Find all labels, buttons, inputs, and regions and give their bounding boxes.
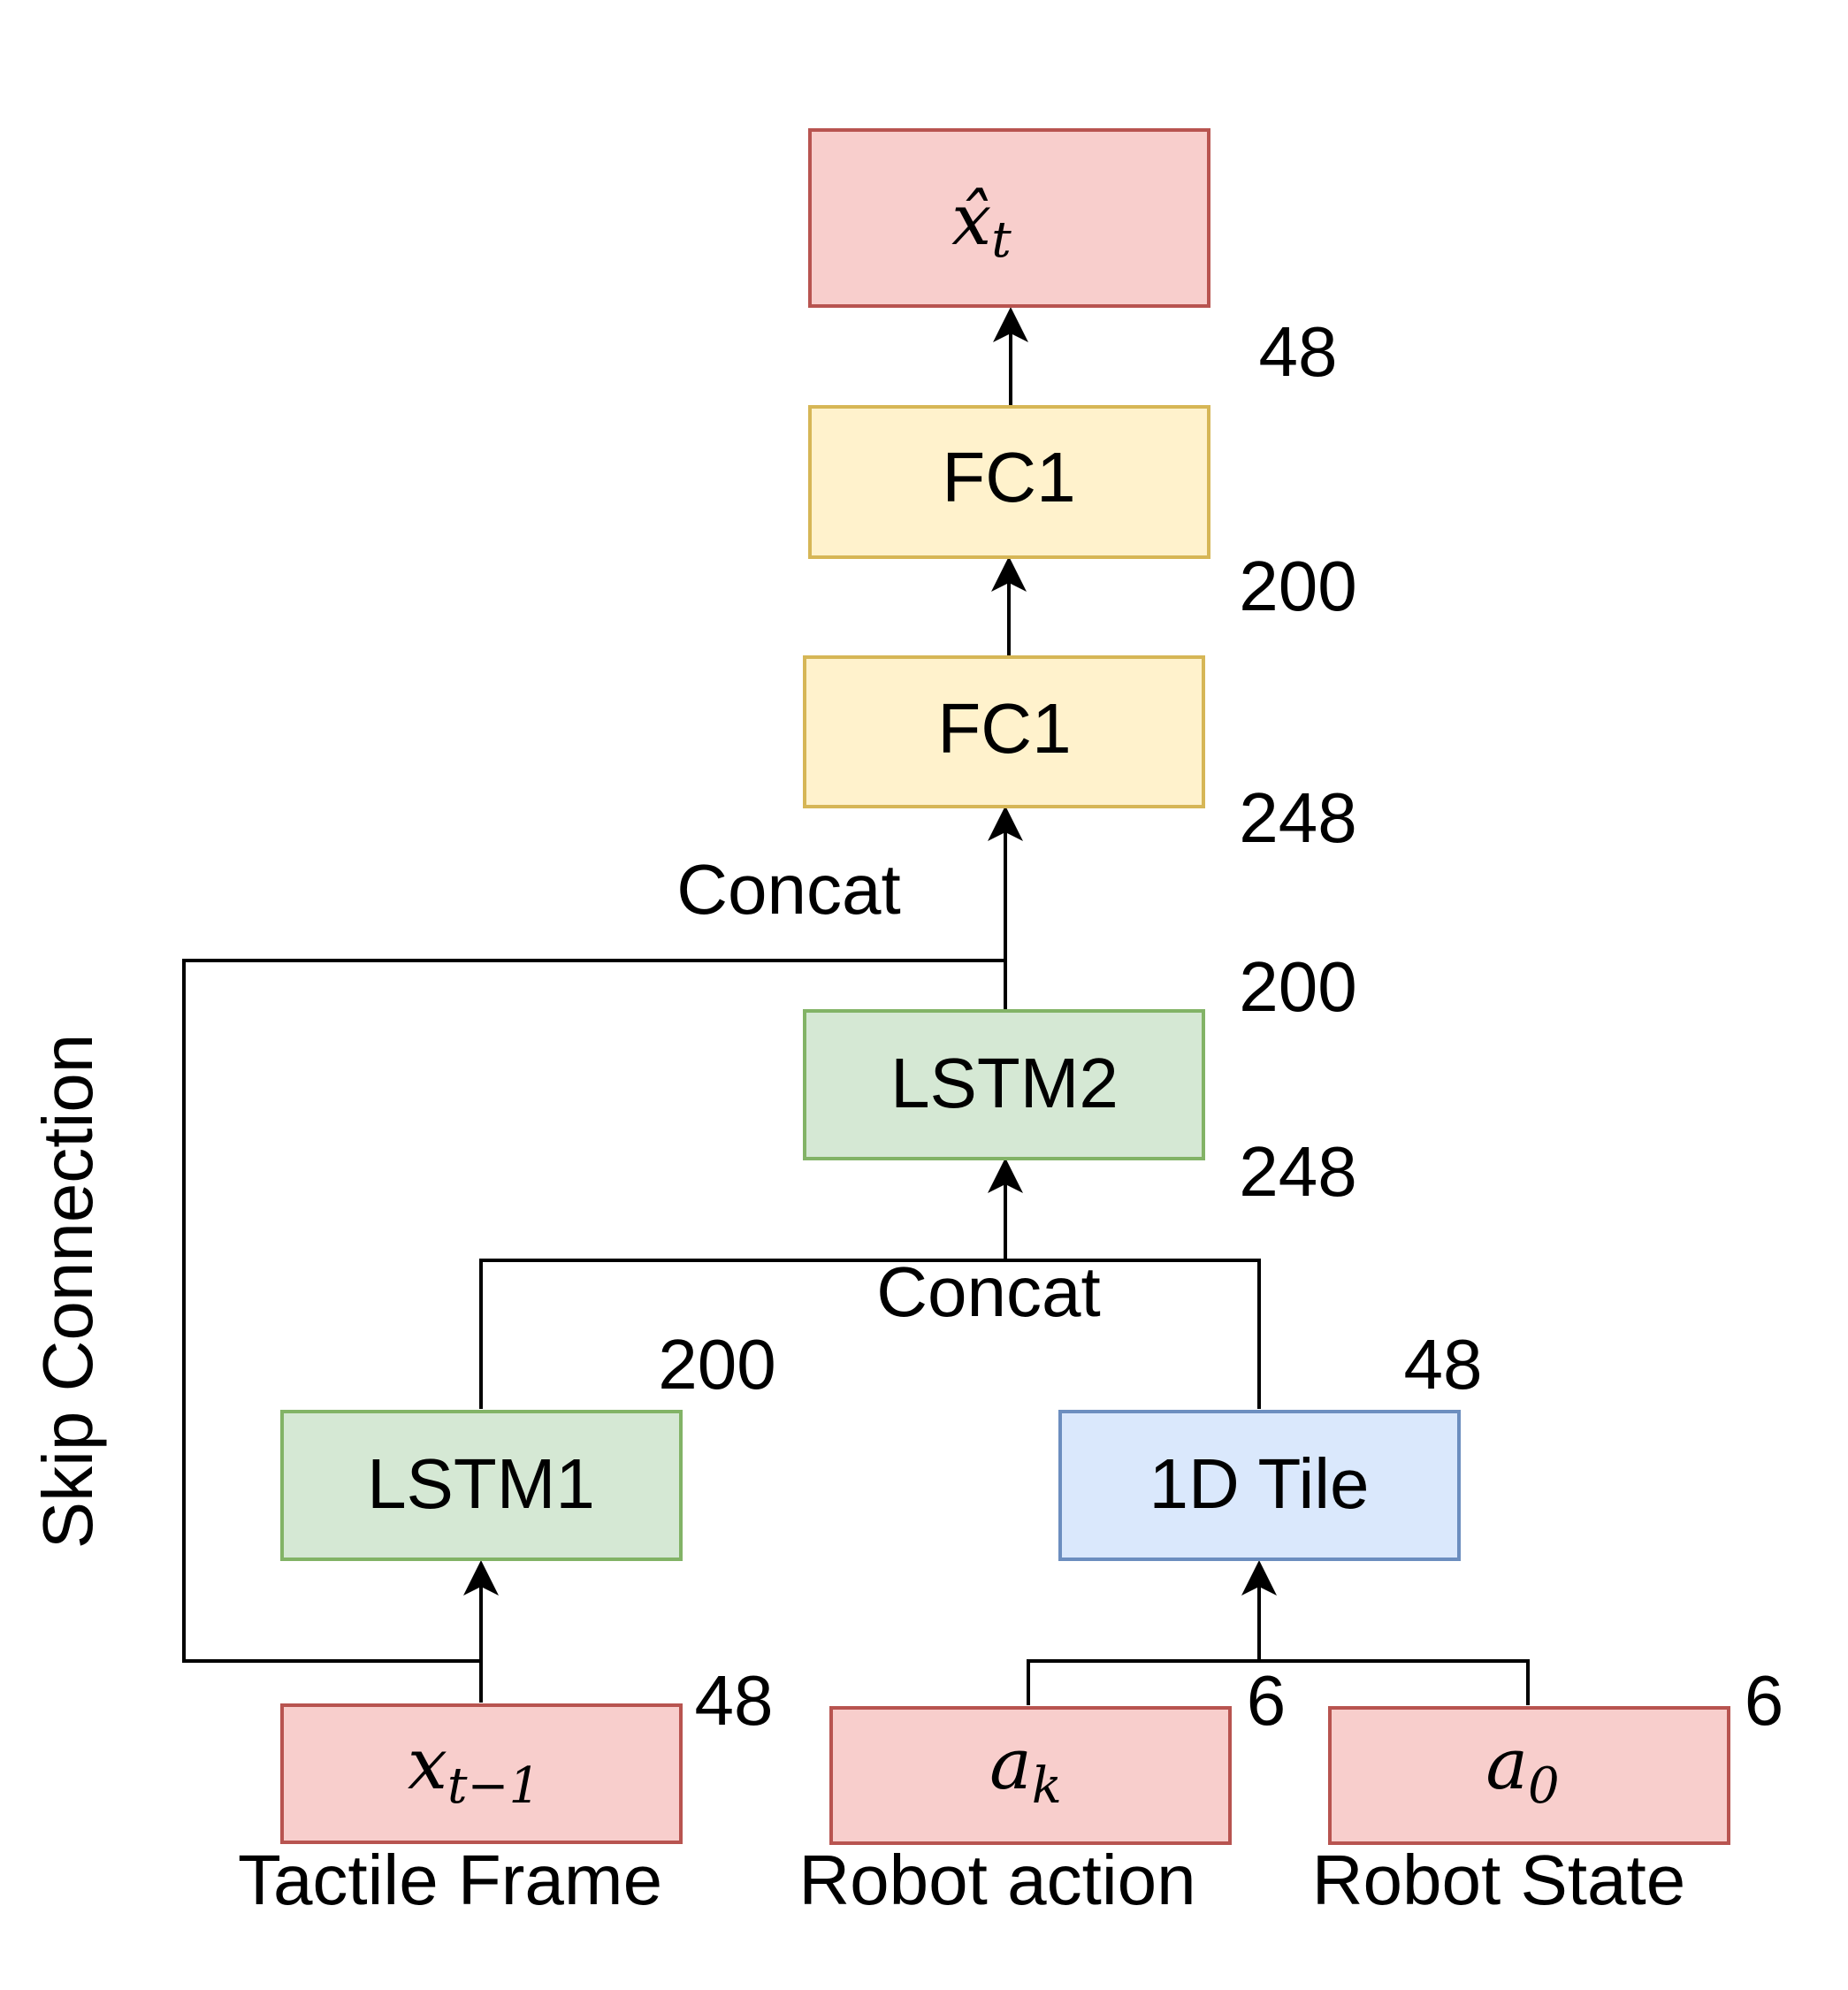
xt1-symbol: xt−1 bbox=[408, 1723, 540, 1815]
ak-box bbox=[831, 1708, 1230, 1843]
tile-label: 1D Tile bbox=[1149, 1444, 1370, 1523]
dim-lstm2-in: 248 bbox=[1239, 1132, 1356, 1211]
dim-lstm2-out: 200 bbox=[1239, 947, 1356, 1026]
ak-border bbox=[829, 1706, 1232, 1845]
dim-fc1-upper-in: 200 bbox=[1239, 547, 1356, 625]
edge-tile-concat-branch bbox=[1005, 1259, 1261, 1409]
fc1-lower-box bbox=[805, 657, 1203, 807]
skip-connection-label: Skip Connection bbox=[28, 1034, 107, 1550]
node-lstm2: LSTM2 bbox=[803, 1009, 1205, 1160]
xt1-box bbox=[282, 1705, 681, 1842]
fc1-upper-box bbox=[810, 407, 1209, 557]
caption-robot-state: Robot State bbox=[1312, 1841, 1686, 1919]
concat-upper-label: Concat bbox=[676, 850, 900, 929]
concat-lower-label: Concat bbox=[876, 1252, 1100, 1331]
edge-ak-branch bbox=[1027, 1659, 1259, 1705]
lstm1-label: LSTM1 bbox=[367, 1444, 595, 1523]
output-symbol: x̂t bbox=[951, 179, 1012, 269]
lstm2-label: LSTM2 bbox=[890, 1044, 1119, 1122]
node-output-box bbox=[810, 130, 1209, 306]
a0-box bbox=[1330, 1708, 1729, 1843]
dim-tile-out: 48 bbox=[1404, 1325, 1483, 1404]
caption-tactile-frame: Tactile Frame bbox=[238, 1841, 662, 1919]
a0-border bbox=[1328, 1706, 1730, 1845]
edge-skip-connection bbox=[182, 959, 1005, 1663]
fc1-upper-border bbox=[808, 405, 1210, 559]
lstm2-box bbox=[805, 1011, 1203, 1159]
dim-xt1: 48 bbox=[695, 1661, 774, 1740]
tile-box bbox=[1060, 1412, 1459, 1559]
dim-ak: 6 bbox=[1247, 1661, 1287, 1740]
node-1d-tile: 1D Tile bbox=[1058, 1410, 1461, 1561]
dim-fc1-upper-out: 48 bbox=[1259, 312, 1338, 391]
node-input-xt1: xt−1 bbox=[280, 1703, 683, 1844]
edge-a0-branch bbox=[1259, 1659, 1530, 1705]
dim-fc1-lower-in: 248 bbox=[1239, 778, 1356, 857]
lstm1-box bbox=[282, 1412, 681, 1559]
lstm1-border bbox=[280, 1410, 683, 1561]
caption-robot-action: Robot action bbox=[798, 1841, 1195, 1919]
node-output-xhat: x̂t bbox=[808, 128, 1210, 308]
node-fc1-upper: FC1 bbox=[808, 405, 1210, 559]
tile-border bbox=[1058, 1410, 1461, 1561]
dim-a0: 6 bbox=[1745, 1661, 1784, 1740]
edge-lstm1-concat-branch bbox=[479, 1259, 1005, 1409]
lstm2-border bbox=[803, 1009, 1205, 1160]
dim-lstm1-out: 200 bbox=[658, 1325, 775, 1404]
fc1-lower-label: FC1 bbox=[937, 689, 1071, 768]
ak-symbol: ak bbox=[989, 1723, 1062, 1815]
fc1-lower-border bbox=[803, 655, 1205, 808]
fc1-upper-label: FC1 bbox=[942, 438, 1075, 517]
node-lstm1: LSTM1 bbox=[280, 1410, 683, 1561]
node-input-a0: a0 bbox=[1328, 1706, 1730, 1845]
node-output-border bbox=[808, 128, 1210, 308]
a0-symbol: a0 bbox=[1485, 1723, 1559, 1815]
xt1-border bbox=[280, 1703, 683, 1844]
node-fc1-lower: FC1 bbox=[803, 655, 1205, 808]
node-input-ak: ak bbox=[829, 1706, 1232, 1845]
